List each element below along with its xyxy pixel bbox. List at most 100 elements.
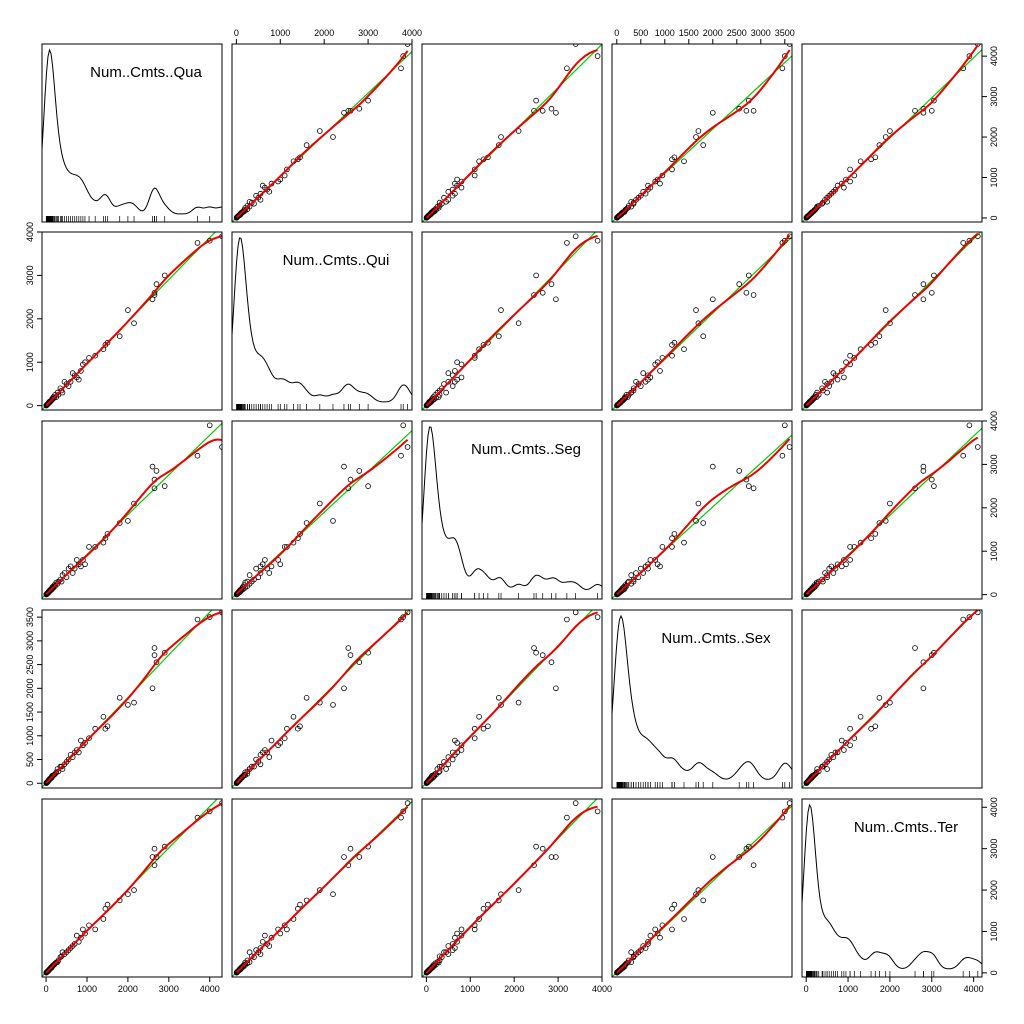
scatter-point [443,766,449,772]
panel-1-4 [801,231,983,411]
tick-label: 0 [25,403,35,408]
scatter-point [642,378,649,385]
tick-label: 2000 [314,28,334,38]
scatter-point [834,376,841,383]
scatter-point [659,172,666,179]
scatter-point [960,616,966,623]
smooth-fit-line [805,44,979,219]
scatter-point [458,361,465,368]
scatter-point [533,649,539,656]
smooth-fit-line [235,612,409,784]
scatter-point [316,887,323,893]
panel-frame [421,231,603,411]
tick-label: 3000 [25,265,35,285]
panel-contents [42,422,222,599]
scatter-point [149,296,156,303]
panel-contents [422,232,601,410]
scatter-point [872,339,879,346]
tick-label: 0 [804,984,809,994]
scatter-point [259,938,266,945]
scatter-point [284,544,290,550]
smooth-fit-line [616,49,791,219]
scatter-point [572,233,579,240]
scatter-point [131,887,137,893]
scatter-point [445,188,452,195]
scatter-point [743,108,750,114]
scatter-point [404,444,411,450]
scatter-point [745,272,752,279]
scatter-point [960,452,966,459]
tick-label: 2000 [989,498,999,518]
scatter-point [750,292,757,298]
scatter-point [233,591,240,598]
scatter-point [356,854,363,860]
scatter-point [125,702,131,708]
scatter-point [539,845,546,852]
scatter-point [640,370,646,376]
scatter-point [594,53,601,59]
scatter-point [268,934,275,941]
tick-label: 0 [424,984,429,994]
panel-contents [422,799,601,977]
smooth-fit-line [45,611,222,784]
scatter-point [268,737,275,744]
scatter-point [960,240,966,246]
scatter-point [151,652,158,658]
tick-label: 1500 [25,702,35,722]
panel-3-0 [41,609,223,789]
scatter-point [824,766,830,772]
scatter-point [669,544,675,550]
scatter-point [80,742,86,749]
scatter-point [194,240,201,246]
tick-label: 0 [44,984,49,994]
scatter-point [786,800,792,806]
scatter-point [266,188,273,195]
scatter-point [803,591,810,598]
variable-label: Num..Cmts..Qui [283,252,390,269]
tick-label: 1000 [270,28,290,38]
scatter-point [264,749,270,756]
scatter-point [572,44,579,47]
scatter-point [43,969,50,976]
scatter-point [65,565,72,572]
scatter-point [257,563,264,570]
top-axis-3: 0 500 1000 1500 2000 2500 3000 3500 [614,28,795,45]
scatter-point [131,699,137,706]
smooth-fit-line [45,235,222,407]
scatter-point [786,444,792,450]
smooth-fit-line [425,235,598,407]
scatter-point [876,333,883,340]
scatter-point [700,520,706,526]
scatter-point [498,702,504,708]
scatter-point [515,887,522,893]
scatter-point [341,854,347,860]
scatter-point [330,702,336,708]
scatter-point [966,237,973,244]
scatter-point [920,468,927,474]
scatter-point [882,307,889,313]
scatter-point [125,307,131,313]
scatter-point [548,105,555,112]
scatter-point [657,368,663,374]
scatter-point [452,368,458,374]
scatter-point [404,610,411,616]
scatter-point [423,215,430,221]
scatter-point [645,372,651,379]
scatter-point [277,561,284,568]
scatter-point [341,110,347,116]
tick-label: 3500 [25,607,35,627]
smooth-fit-line [805,232,979,407]
panel-contents [612,44,792,222]
scatter-point [539,108,546,114]
panel-frame [421,609,603,789]
scatter-point [495,142,502,148]
bottom-axis-2: 0 1000 2000 3000 4000 [424,976,612,994]
tick-label: 4000 [964,984,984,994]
scatter-point [553,296,559,303]
scatter-point [153,659,160,665]
density-curve [422,426,602,591]
scatter-point [454,359,460,366]
scatter-point [645,938,651,945]
scatter-point [657,563,663,570]
scatter-point [194,616,201,623]
